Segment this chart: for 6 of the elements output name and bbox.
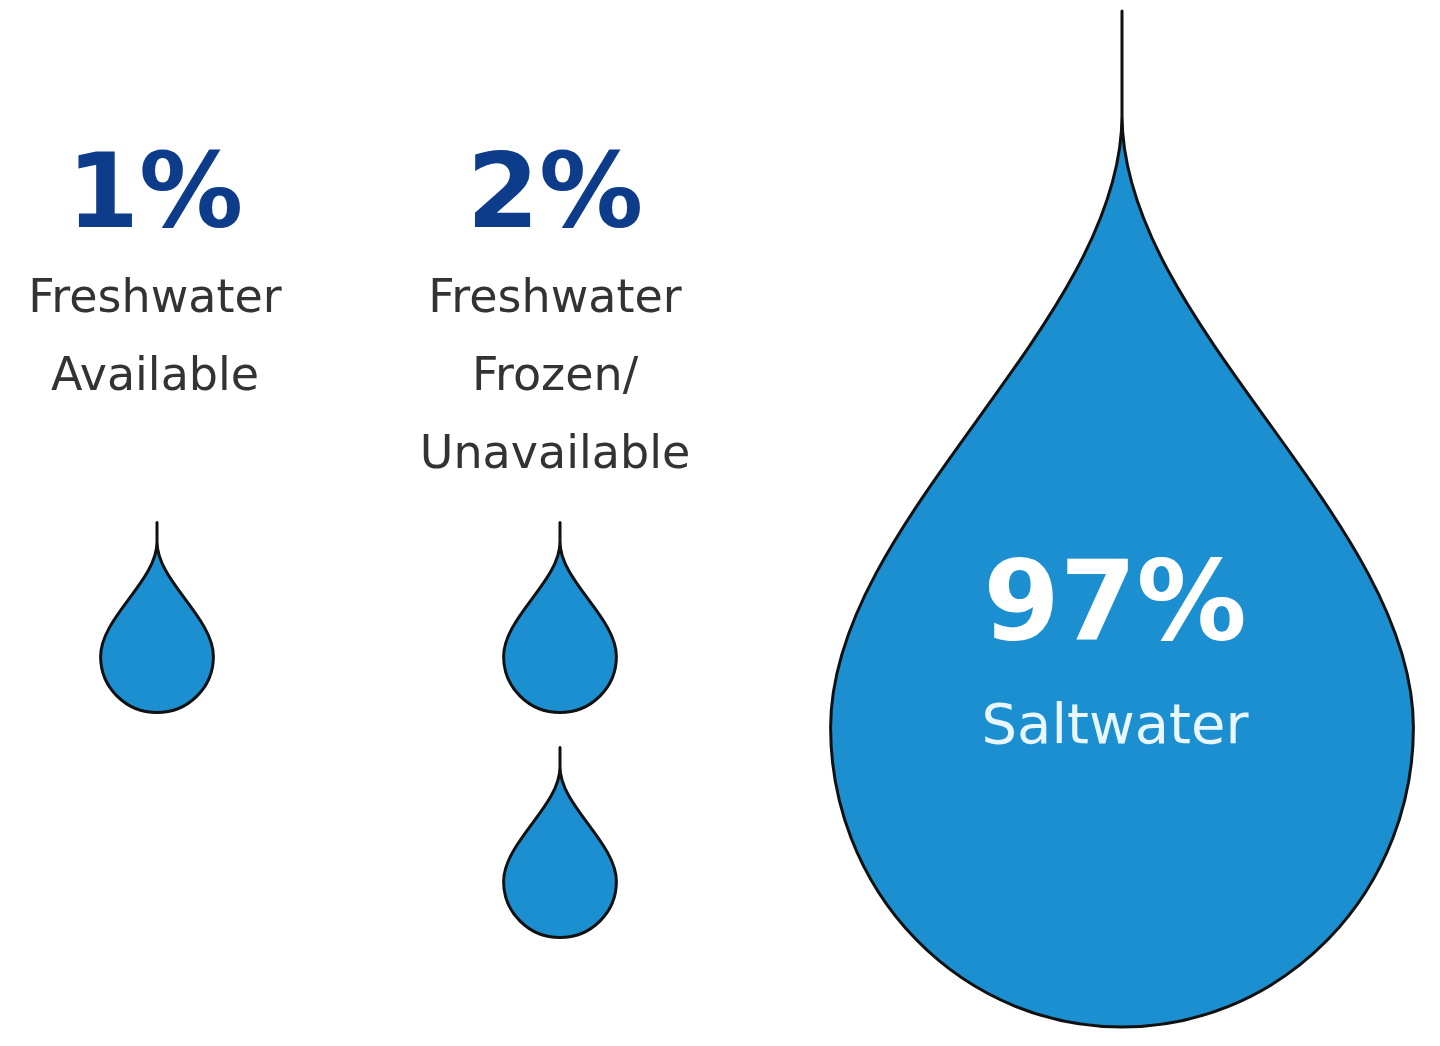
category-label: Freshwater Available — [28, 268, 282, 401]
category-label: Freshwater Frozen/ Unavailable — [419, 268, 691, 479]
data-label: 1% — [66, 130, 244, 253]
data-label: 97% — [983, 536, 1247, 665]
data-label: 2% — [466, 130, 644, 253]
category-label: Saltwater — [981, 690, 1250, 756]
